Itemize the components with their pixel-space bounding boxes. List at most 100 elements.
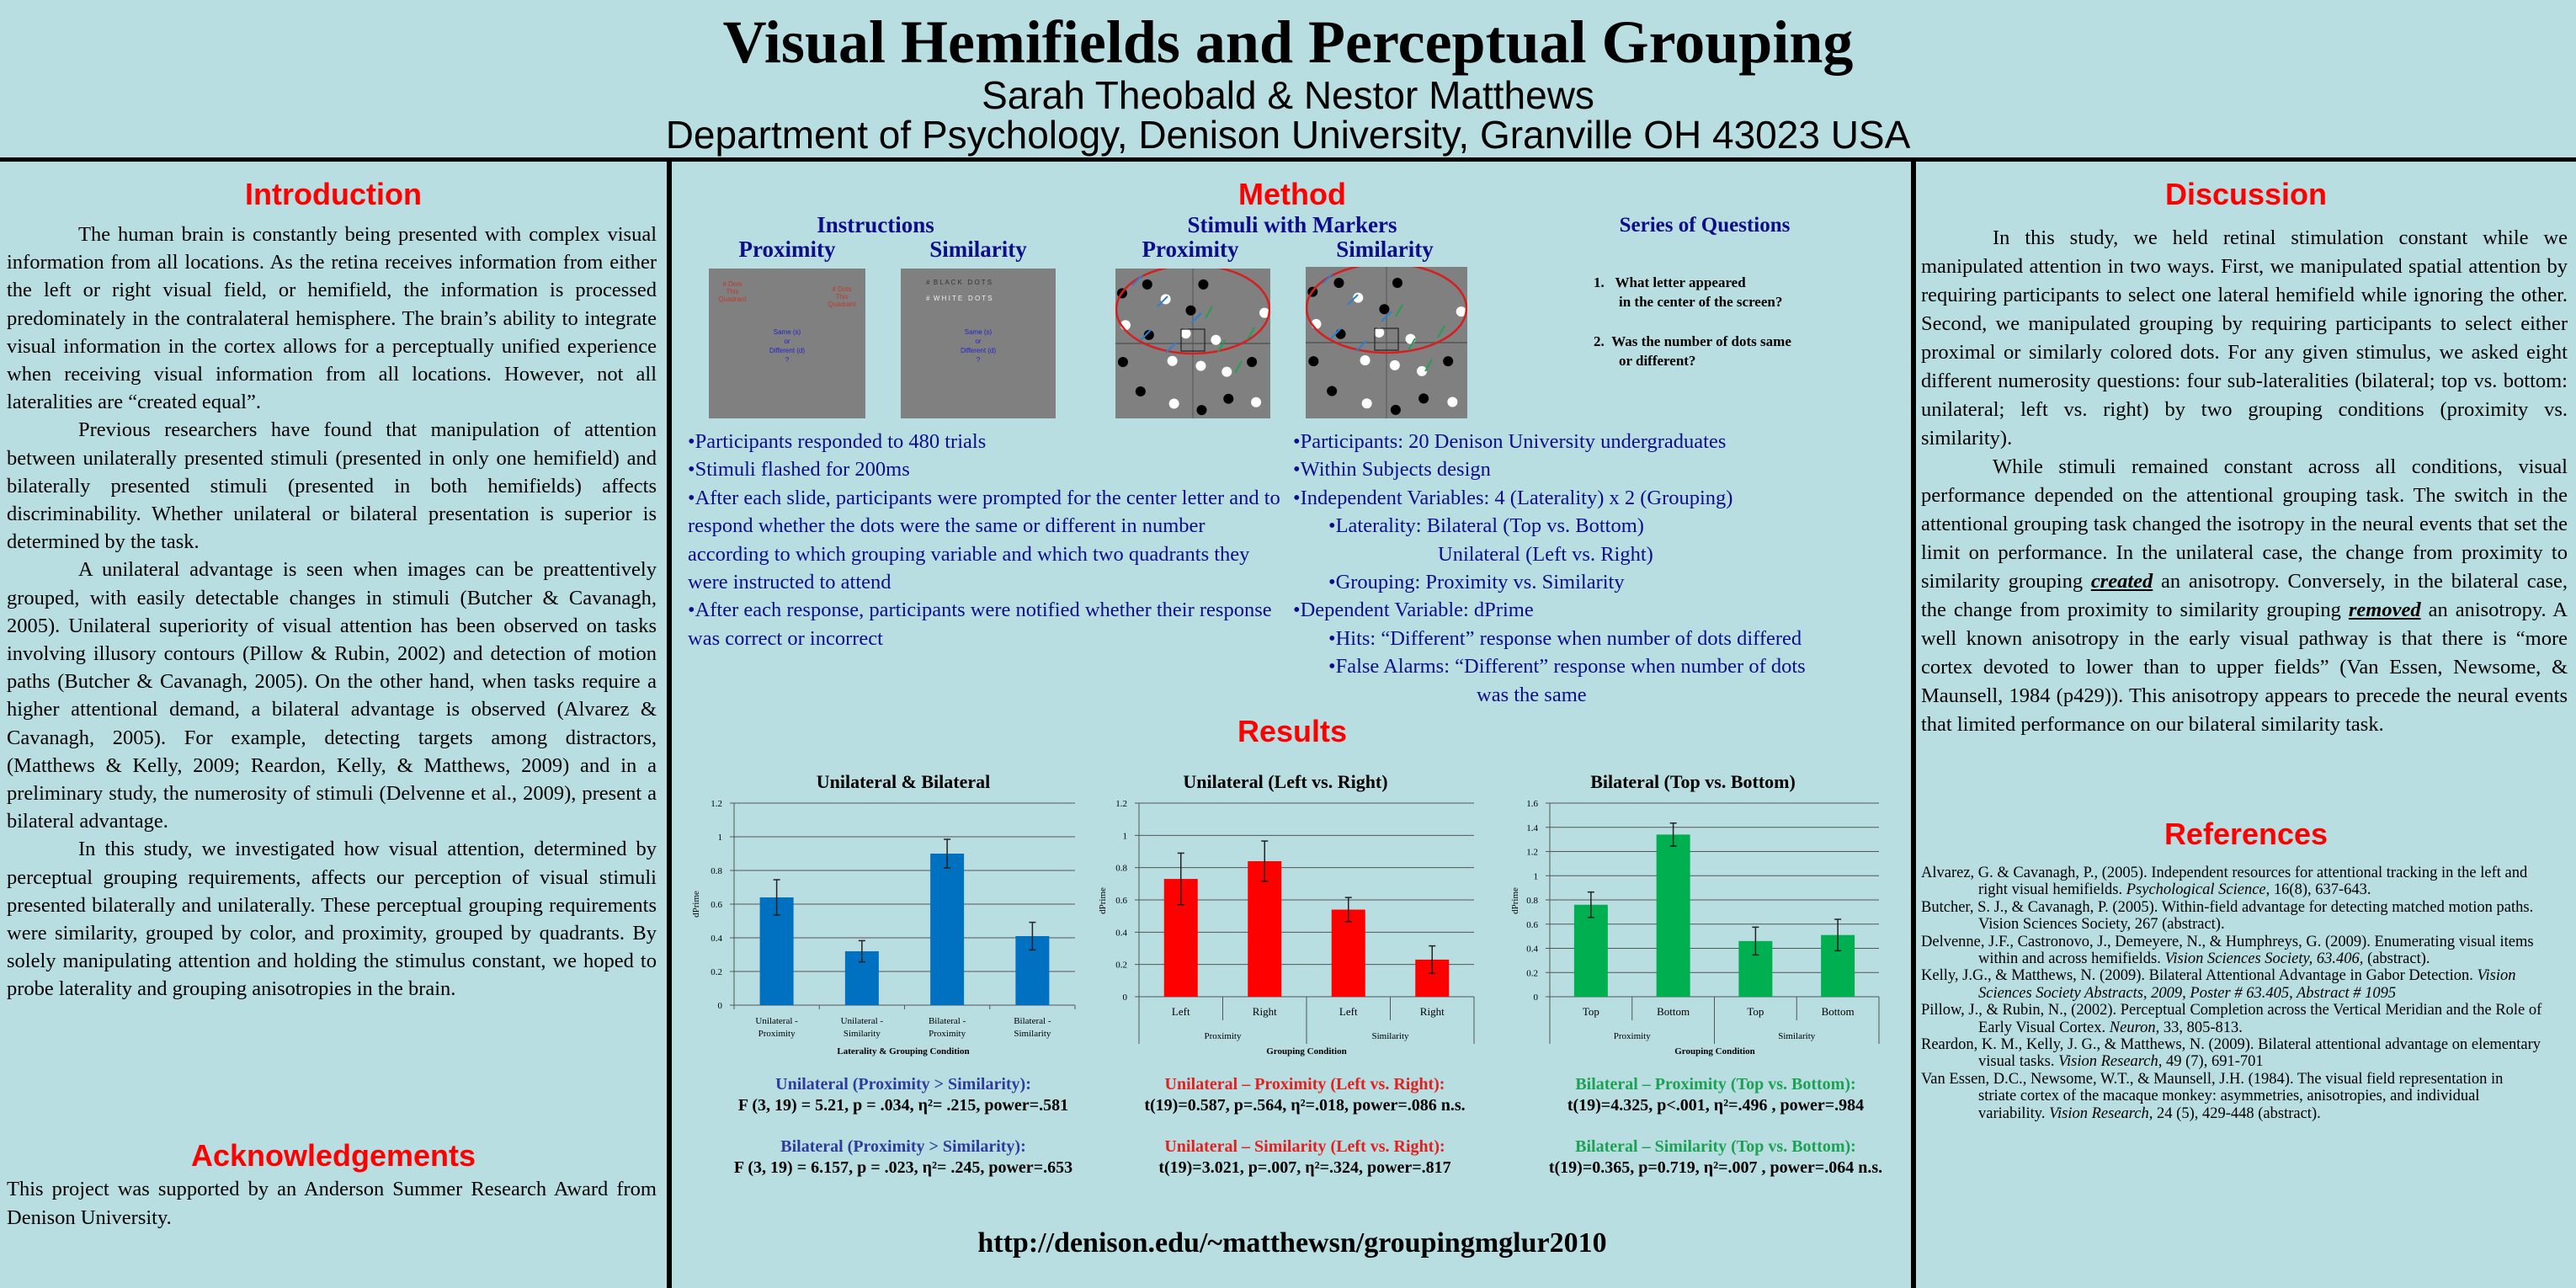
procedure-item: •After each slide, participants were pro… xyxy=(688,486,1280,594)
reference-text: , 33, 805-813. xyxy=(2155,1019,2243,1036)
chart-1: Unilateral & Bilateral 0 0.2 0.4 0.6 0.8 1 1.2 U… xyxy=(691,771,1076,1056)
prompt-line: Different (d) xyxy=(769,347,806,354)
right-column-divider xyxy=(1911,157,1916,1288)
y-tick-label: 0.2 xyxy=(1526,968,1538,978)
y-axis-label: dPrime xyxy=(1098,887,1108,914)
green-arrow-marker xyxy=(1234,360,1243,374)
fixation-box xyxy=(1180,328,1206,352)
y-tick-label: 0 xyxy=(718,1001,723,1011)
chart-title: Bilateral (Top vs. Bottom) xyxy=(1590,771,1796,792)
reference-text: Vision Sciences Society, 63.406, xyxy=(2164,950,2364,968)
prompt-line: or xyxy=(975,338,982,345)
stat-heading: Bilateral – Similarity (Top vs. Bottom): xyxy=(1575,1137,1856,1156)
discussion-text: In this study, we held retinal stimulati… xyxy=(1921,224,2568,739)
design-item: was the same xyxy=(1477,683,1587,706)
white-dot xyxy=(1251,397,1262,407)
white-dot xyxy=(1417,365,1428,376)
laterality-value: Bilateral (Top vs. Bottom) xyxy=(1426,514,1644,538)
prompt-line: ? xyxy=(785,356,790,364)
black-dot xyxy=(1333,277,1344,288)
bar xyxy=(1248,861,1282,997)
black-dot xyxy=(1135,386,1146,397)
black-dot xyxy=(1390,404,1401,415)
y-tick-label: 0.8 xyxy=(711,866,722,876)
procedure-item: •After each response, participants were … xyxy=(688,599,1272,650)
stats-unilateral-left-right: Unilateral – Proximity (Left vs. Right):… xyxy=(1094,1074,1515,1179)
stat-value: t(19)=4.325, p<.001, η²=.496 , power=.98… xyxy=(1567,1096,1865,1115)
x-axis-label: Grouping Condition xyxy=(1674,1046,1754,1056)
design-list: •Participants: 20 Denison University und… xyxy=(1293,428,1908,709)
intro-paragraph: A unilateral advantage is seen when imag… xyxy=(7,558,657,833)
left-column-divider xyxy=(667,157,672,1288)
black-dots-label: # B L A C K D O T S xyxy=(926,279,993,286)
stimulus-screen-similarity xyxy=(1306,267,1467,418)
intro-paragraph: The human brain is constantly being pres… xyxy=(7,223,657,414)
response-prompt: Same (s) or Different (d)? xyxy=(762,327,812,365)
black-dot xyxy=(1308,356,1319,367)
design-item: •Dependent Variable: dPrime xyxy=(1293,599,1534,622)
white-dot xyxy=(1447,397,1458,407)
category-label: Bilateral - Proximity xyxy=(929,1016,966,1039)
attention-ellipse-marker xyxy=(1115,269,1270,355)
category-label-line: Top xyxy=(1583,1005,1599,1018)
method-heading: Method xyxy=(1238,177,1346,211)
category-label-line: Similarity xyxy=(844,1029,881,1039)
y-tick-label: 0.4 xyxy=(1115,928,1127,938)
y-tick-label: 0.8 xyxy=(1526,896,1538,906)
reference-item: Reardon, K. M., Kelly, J. G., & Matthews… xyxy=(1921,1036,2544,1071)
reference-text: Neuron xyxy=(2109,1019,2156,1036)
blue-arrow-marker xyxy=(1330,327,1342,339)
y-tick-label: 1.2 xyxy=(711,799,722,809)
green-arrow-marker xyxy=(1247,327,1255,340)
category-label: Top xyxy=(1583,1005,1599,1018)
blue-arrow-marker xyxy=(1131,274,1143,286)
emphasis-created: created xyxy=(2090,570,2153,593)
reference-text: Alvarez, G. & Cavanagh, P., (2005). Inde… xyxy=(1921,865,2528,899)
category-label: Top xyxy=(1747,1005,1764,1018)
prompt-line: ? xyxy=(976,356,981,364)
chart-3: Bilateral (Top vs. Bottom) 0 0.2 0.4 0.6 0.8 1… xyxy=(1510,771,1880,1056)
category-label-line: Top xyxy=(1747,1005,1764,1018)
white-dot xyxy=(1456,306,1466,317)
fixation-box xyxy=(1374,327,1399,351)
question-2: 2. Was the number of dots same or differ… xyxy=(1594,332,1791,370)
category-label-line: Bilateral - xyxy=(929,1016,966,1026)
prompt-line: Different (d) xyxy=(960,347,997,354)
white-dot xyxy=(1353,292,1364,303)
green-arrow-marker xyxy=(1395,304,1403,317)
group-label: Similarity xyxy=(1372,1031,1410,1041)
black-dot xyxy=(1196,405,1207,416)
reference-item: Pillow, J., & Rubin, N., (2002). Percept… xyxy=(1921,1002,2544,1036)
reference-text: Kelly, J.G., & Matthews, N. (2009). Bila… xyxy=(1921,967,2478,985)
category-label: Unilateral - Proximity xyxy=(755,1016,798,1039)
category-label: Left xyxy=(1339,1005,1358,1018)
results-charts: Unilateral & Bilateral00.20.40.60.811.2U… xyxy=(691,771,1880,1056)
y-tick-label: 0.2 xyxy=(1115,961,1127,971)
instruction-screen-proximity: # Dots This Quadrant # Dots This Quadran… xyxy=(709,269,865,418)
prompt-line: Same (s) xyxy=(773,328,801,336)
y-tick-label: 0.6 xyxy=(1526,920,1538,930)
y-tick-label: 0 xyxy=(1123,993,1128,1003)
design-item: •Participants: 20 Denison University und… xyxy=(1293,430,1727,453)
chart-2: Unilateral (Left vs. Right) 0 0.2 0.4 0.6 0.8… xyxy=(1098,771,1475,1056)
poster-url-link[interactable]: http://denison.edu/~matthewsn/groupingmg… xyxy=(977,1227,1607,1259)
reference-text: Van Essen, D.C., Newsome, W.T., & Maunse… xyxy=(1921,1070,2504,1122)
y-tick-label: 0.4 xyxy=(711,934,722,944)
green-arrow-marker xyxy=(1408,338,1416,351)
y-axis-label: dPrime xyxy=(691,891,701,918)
design-item: Unilateral (Left vs. Right) xyxy=(1438,542,1653,566)
black-dot xyxy=(1247,356,1258,367)
reference-item: Kelly, J.G., & Matthews, N. (2009). Bila… xyxy=(1921,967,2544,1002)
text-run: While stimuli remained constant across a… xyxy=(1921,455,2568,593)
black-dot xyxy=(1379,304,1390,315)
black-dot xyxy=(1443,356,1454,367)
green-arrow-marker xyxy=(1437,325,1445,338)
reference-text: Vision Research, xyxy=(2058,1053,2163,1071)
reference-text: Reardon, K. M., Kelly, J. G., & Matthews… xyxy=(1921,1036,2541,1071)
white-dot xyxy=(1180,328,1191,339)
y-tick-label: 0.2 xyxy=(711,967,722,977)
y-tick-label: 1 xyxy=(1123,831,1128,841)
y-tick-label: 0.4 xyxy=(1526,945,1538,955)
black-dot xyxy=(1117,356,1128,367)
green-arrow-marker xyxy=(1217,339,1226,353)
